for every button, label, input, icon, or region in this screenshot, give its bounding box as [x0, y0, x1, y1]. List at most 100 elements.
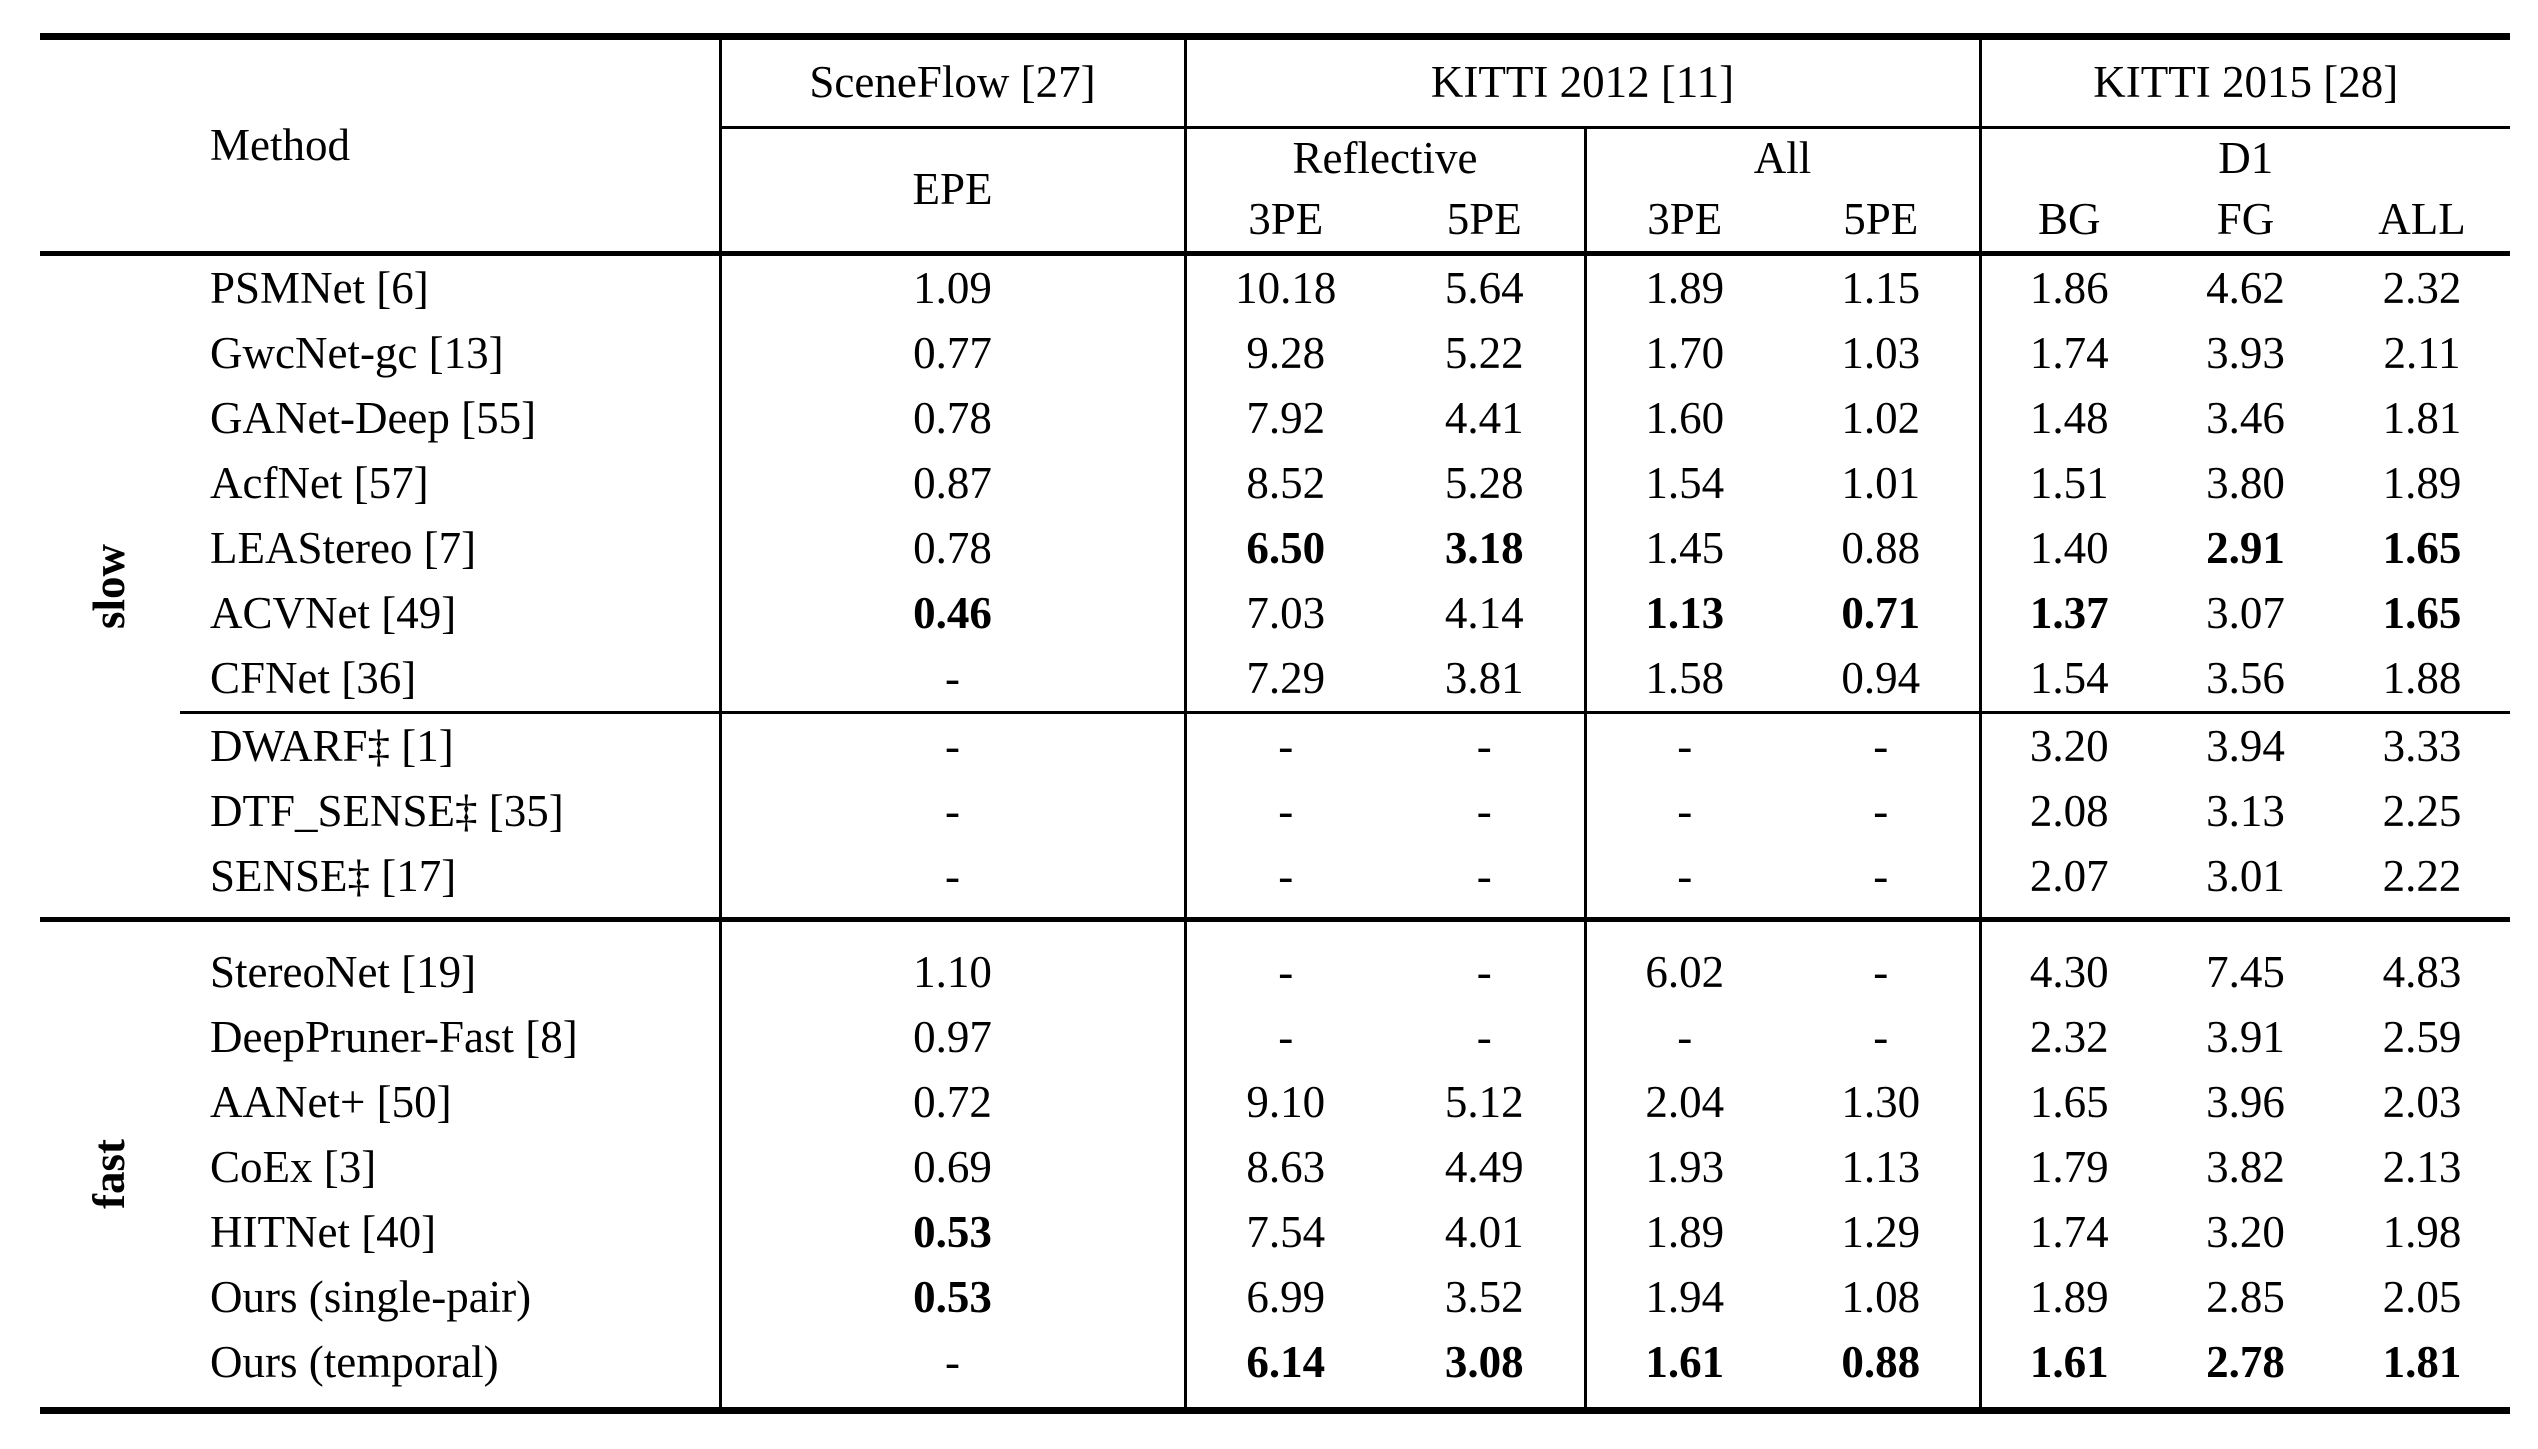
- value-cell: 4.01: [1444, 1206, 1524, 1257]
- value-cell: 5.22: [1444, 327, 1524, 378]
- value-cell: 1.65: [2382, 522, 2462, 573]
- value-cell: -: [718, 1330, 1185, 1411]
- col-3pe-reflective: 3PE: [1183, 189, 1385, 254]
- value-cell: -: [718, 711, 1185, 779]
- method-cell: AANet+ [50]: [210, 1076, 452, 1127]
- value-cell: 8.52: [1183, 451, 1385, 516]
- value-cell: 1.74: [1978, 321, 2157, 386]
- table-row: DeepPruner-Fast [8] 0.97- - - -2.32 3.91 2.59: [40, 1005, 2510, 1070]
- method-cell: StereoNet [19]: [210, 946, 477, 997]
- group-label-slow: slow: [40, 254, 180, 920]
- value-cell: 1.65: [1978, 1070, 2157, 1135]
- value-cell: 0.88: [1841, 1336, 1921, 1387]
- value-cell: -: [1873, 946, 1889, 997]
- sceneflow-header: SceneFlow [27]: [718, 36, 1185, 129]
- table-row: CFNet [36] -7.29 3.81 1.58 0.94 1.54 3.56 1.88: [40, 646, 2510, 713]
- value-cell: 3.08: [1444, 1336, 1524, 1387]
- value-cell: 1.89: [1978, 1265, 2157, 1330]
- value-cell: -: [1476, 785, 1492, 836]
- value-cell: -: [1873, 850, 1889, 901]
- value-cell: 3.33: [2334, 711, 2510, 779]
- value-cell: 2.59: [2382, 1011, 2462, 1062]
- table-row: CoEx [3] 0.69 8.63 4.49 1.93 1.13 1.79 3.82 2.13: [40, 1135, 2510, 1200]
- value-cell: 1.93: [1583, 1135, 1783, 1200]
- d1-header: D1: [1978, 127, 2510, 189]
- col-5pe-all: 5PE: [1843, 194, 1919, 245]
- value-cell: -: [718, 844, 1185, 920]
- value-cell: 1.01: [1841, 457, 1921, 508]
- value-cell: 1.61: [1583, 1330, 1783, 1411]
- table-row: AANet+ [50] 0.72 9.10 5.12 2.04 1.30 1.65 3.96 2…: [40, 1070, 2510, 1135]
- value-cell: 3.93: [2206, 327, 2285, 378]
- value-cell: 1.98: [2382, 1206, 2462, 1257]
- value-cell: 1.89: [1583, 253, 1783, 321]
- value-cell: -: [1183, 919, 1385, 1005]
- method-cell: ACVNet [49]: [210, 587, 457, 638]
- epe-header: EPE: [718, 127, 1185, 254]
- value-cell: 1.65: [2382, 587, 2462, 638]
- value-cell: 1.13: [1841, 1141, 1921, 1192]
- value-cell: 4.41: [1444, 392, 1524, 443]
- value-cell: 0.78: [718, 386, 1185, 451]
- kitti2012-header: KITTI 2012 [11]: [1183, 36, 1980, 129]
- value-cell: -: [1385, 711, 1585, 779]
- value-cell: 0.94: [1841, 652, 1921, 703]
- value-cell: -: [1476, 1011, 1492, 1062]
- value-cell: 1.40: [1978, 516, 2157, 581]
- value-cell: 1.61: [1978, 1330, 2157, 1411]
- col-bg: BG: [1978, 189, 2157, 254]
- method-cell: SENSE‡ [17]: [210, 850, 457, 901]
- value-cell: 1.54: [1978, 646, 2157, 713]
- value-cell: 3.94: [2157, 711, 2334, 779]
- group-label-text: fast: [84, 1138, 135, 1209]
- method-cell: DTF_SENSE‡ [35]: [210, 785, 564, 836]
- value-cell: 2.04: [1583, 1070, 1783, 1135]
- table-row: fast StereoNet [19] 1.10- -6.02-4.30 7.45 4.8…: [40, 919, 2510, 1208]
- method-header: Method: [210, 119, 350, 170]
- table-row: GANet-Deep [55] 0.78 7.92 4.41 1.60 1.02 1.48 3…: [40, 386, 2510, 451]
- value-cell: 5.12: [1444, 1076, 1524, 1127]
- table-row: GwcNet-gc [13] 0.77 9.28 5.22 1.70 1.03 1.74 3.…: [40, 321, 2510, 386]
- value-cell: 2.91: [2206, 522, 2285, 573]
- method-cell: GwcNet-gc [13]: [210, 327, 504, 378]
- value-cell: 1.79: [1978, 1135, 2157, 1200]
- value-cell: 0.77: [718, 321, 1185, 386]
- value-cell: 1.13: [1583, 581, 1783, 646]
- value-cell: 7.45: [2206, 946, 2285, 997]
- all-subset-header: All: [1583, 127, 1980, 189]
- header-row-groups: EPE Reflective All D1: [40, 127, 2510, 254]
- value-cell: 1.81: [2382, 392, 2462, 443]
- table-row: Ours (single-pair) 0.53 6.99 3.52 1.94 1.08 1.…: [40, 1265, 2510, 1330]
- value-cell: 2.13: [2382, 1141, 2462, 1192]
- value-cell: 3.80: [2206, 457, 2285, 508]
- method-cell: DWARF‡ [1]: [180, 711, 720, 779]
- benchmark-table: Method SceneFlow [27] KITTI 2012 [11] KI…: [40, 33, 2510, 1414]
- col-fg: FG: [2216, 194, 2275, 245]
- value-cell: 6.50: [1183, 516, 1385, 581]
- group-label-fast: fast: [40, 920, 180, 1411]
- value-cell: -: [1783, 711, 1980, 779]
- value-cell: 9.10: [1183, 1070, 1385, 1135]
- col-3pe-all: 3PE: [1583, 189, 1783, 254]
- value-cell: 1.02: [1841, 392, 1921, 443]
- table-row: DWARF‡ [1] - - - - -3.20 3.94 3.33: [40, 711, 2510, 779]
- value-cell: 8.63: [1183, 1135, 1385, 1200]
- col-5pe-reflective: 5PE: [1446, 194, 1522, 245]
- value-cell: 5.64: [1444, 262, 1524, 313]
- value-cell: 2.85: [2206, 1271, 2285, 1322]
- value-cell: 4.49: [1444, 1141, 1524, 1192]
- header-row-metrics: 3PE 5PE 3PE 5PE BG FG ALL: [40, 189, 2510, 254]
- value-cell: -: [718, 646, 1185, 713]
- value-cell: 1.10: [718, 919, 1185, 1005]
- reflective-header: Reflective: [1183, 127, 1585, 189]
- method-cell: CoEx [3]: [210, 1141, 377, 1192]
- value-cell: 1.37: [1978, 581, 2157, 646]
- value-cell: -: [1873, 785, 1889, 836]
- table-header: Method SceneFlow [27] KITTI 2012 [11] KI…: [40, 36, 2510, 254]
- value-cell: 6.99: [1183, 1265, 1385, 1330]
- value-cell: 4.30: [1978, 919, 2157, 1005]
- value-cell: 1.60: [1583, 386, 1783, 451]
- value-cell: 1.54: [1583, 451, 1783, 516]
- value-cell: 3.01: [2206, 850, 2285, 901]
- method-cell: PSMNet [6]: [210, 262, 429, 313]
